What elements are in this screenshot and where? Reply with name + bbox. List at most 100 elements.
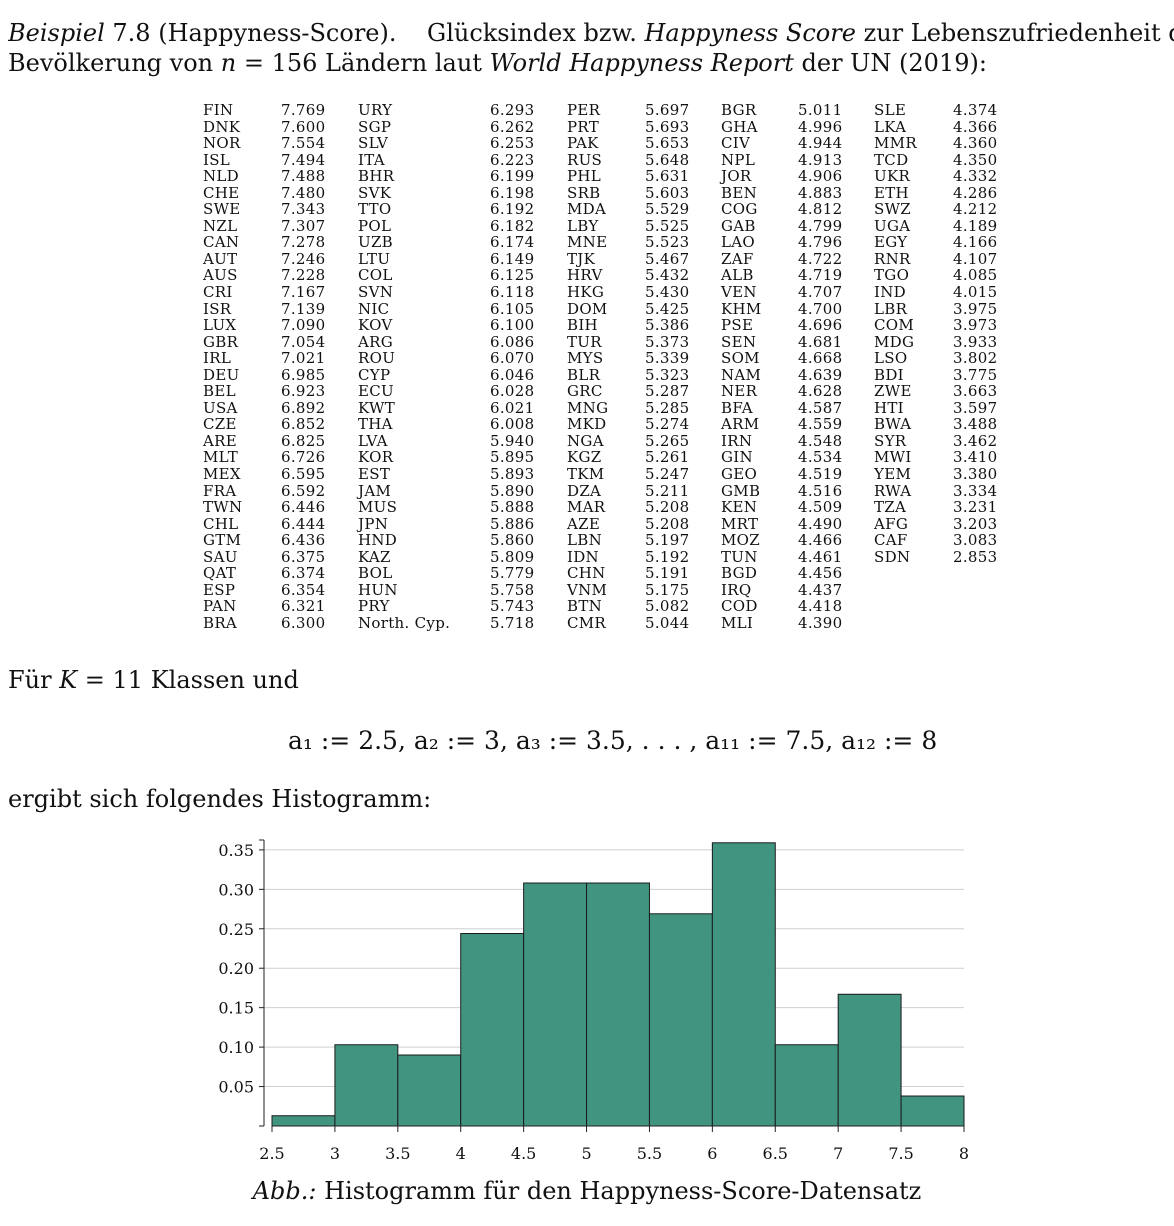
- country-code: BEN: [721, 183, 757, 202]
- x-tick-label: 6: [707, 1144, 717, 1163]
- country-code: HND: [358, 531, 398, 550]
- country-code: NPL: [721, 150, 756, 169]
- happiness-score: 4.490: [798, 514, 843, 533]
- country-code: RUS: [567, 150, 603, 169]
- happiness-score: 5.893: [490, 465, 535, 484]
- country-code: SYR: [874, 431, 907, 450]
- country-code: MRT: [721, 514, 759, 533]
- country-code: GTM: [203, 531, 242, 550]
- happiness-score: 6.892: [281, 398, 326, 417]
- country-code: BGD: [721, 564, 758, 583]
- country-code: PRT: [567, 117, 600, 136]
- country-code: DOM: [567, 299, 608, 318]
- happiness-score: 5.895: [490, 448, 535, 467]
- country-code: IRQ: [721, 580, 752, 599]
- happiness-score: 7.480: [281, 183, 326, 202]
- country-code: BIH: [567, 316, 598, 335]
- country-code: ESP: [203, 580, 236, 599]
- happiness-score: 5.208: [645, 498, 690, 517]
- country-code: CIV: [721, 134, 751, 153]
- happiness-score: 3.083: [953, 531, 998, 550]
- country-code: EST: [358, 465, 391, 484]
- country-code: AZE: [567, 514, 601, 533]
- country-code: JPN: [358, 514, 389, 533]
- country-code: ISL: [203, 150, 231, 169]
- happiness-score: 4.516: [798, 481, 843, 500]
- happiness-score: 5.779: [490, 564, 535, 583]
- happiness-score: 4.906: [798, 167, 843, 186]
- happiness-score: 5.693: [645, 117, 690, 136]
- country-code: MKD: [567, 415, 607, 434]
- happiness-score: 4.639: [798, 365, 843, 384]
- country-code: MYS: [567, 349, 604, 368]
- country-code: IRN: [721, 431, 753, 450]
- happiness-score: 4.374: [953, 101, 998, 119]
- happiness-score: 6.149: [490, 249, 535, 268]
- happiness-score: 5.653: [645, 134, 690, 153]
- variable-k: K: [59, 666, 78, 694]
- country-code: UZB: [358, 233, 393, 252]
- country-code: SOM: [721, 349, 760, 368]
- happiness-score: 6.086: [490, 332, 535, 351]
- happiness-score: 6.444: [281, 514, 326, 533]
- country-code: USA: [203, 398, 238, 417]
- happiness-score: 7.021: [281, 349, 326, 368]
- happiness-score: 4.456: [798, 564, 843, 583]
- happiness-score: 5.425: [645, 299, 690, 318]
- happiness-score: 4.015: [953, 283, 998, 302]
- happiness-score: 5.890: [490, 481, 535, 500]
- happiness-score: 5.631: [645, 167, 690, 186]
- country-code: SLV: [358, 134, 389, 153]
- happiness-score: 6.825: [281, 431, 326, 450]
- happiness-score: 7.494: [281, 150, 326, 169]
- happiness-score: 4.944: [798, 134, 843, 153]
- happiness-score: 6.374: [281, 564, 326, 583]
- country-code: LKA: [874, 117, 907, 136]
- country-code: JOR: [721, 167, 752, 186]
- happiness-score: 5.886: [490, 514, 535, 533]
- country-code: NIC: [358, 299, 390, 318]
- country-code: DZA: [567, 481, 602, 500]
- country-code: CHL: [203, 514, 239, 533]
- histogram-bar: [460, 933, 525, 1127]
- happiness-score: 5.523: [645, 233, 690, 252]
- country-code: ARE: [203, 431, 237, 450]
- country-code: BDI: [874, 365, 904, 384]
- happiness-score: 6.192: [490, 200, 535, 219]
- country-code: BWA: [874, 415, 912, 434]
- intro-line2-eq: = 156 Ländern laut: [236, 49, 490, 77]
- country-code: COG: [721, 200, 758, 219]
- happiness-score: 5.648: [645, 150, 690, 169]
- happiness-score: 6.105: [490, 299, 535, 318]
- country-code: JAM: [358, 481, 392, 500]
- happiness-score: 7.228: [281, 266, 326, 285]
- country-code: MDG: [874, 332, 915, 351]
- country-code: SRB: [567, 183, 601, 202]
- country-code: TJK: [567, 249, 596, 268]
- happiness-score: 7.769: [281, 101, 326, 119]
- paragraph-histogram: ergibt sich folgendes Histogramm:: [8, 785, 432, 813]
- caption-label: Abb.:: [252, 1177, 317, 1205]
- happiness-score: 4.812: [798, 200, 843, 219]
- y-tick-label: 0.15: [218, 999, 254, 1018]
- intro-line-2: Bevölkerung von n = 156 Ländern laut Wor…: [8, 48, 1174, 78]
- country-code: GHA: [721, 117, 758, 136]
- country-code: BRA: [203, 613, 238, 632]
- happiness-score: 6.354: [281, 580, 326, 599]
- country-code: GBR: [203, 332, 239, 351]
- country-code: ZWE: [874, 382, 912, 401]
- country-code: GRC: [567, 382, 603, 401]
- country-code: AFG: [874, 514, 909, 533]
- happiness-score: 4.212: [953, 200, 998, 219]
- happiness-score: 4.996: [798, 117, 843, 136]
- happiness-score: 5.285: [645, 398, 690, 417]
- country-code: EGY: [874, 233, 908, 252]
- happiness-score: 6.985: [281, 365, 326, 384]
- classes-text: = 11 Klassen und: [77, 666, 299, 694]
- country-code: GMB: [721, 481, 761, 500]
- happiness-score: 3.973: [953, 316, 998, 335]
- country-code: BGR: [721, 101, 757, 119]
- histogram-bar: [271, 1115, 336, 1127]
- country-code: VNM: [567, 580, 608, 599]
- country-code: FIN: [203, 101, 234, 119]
